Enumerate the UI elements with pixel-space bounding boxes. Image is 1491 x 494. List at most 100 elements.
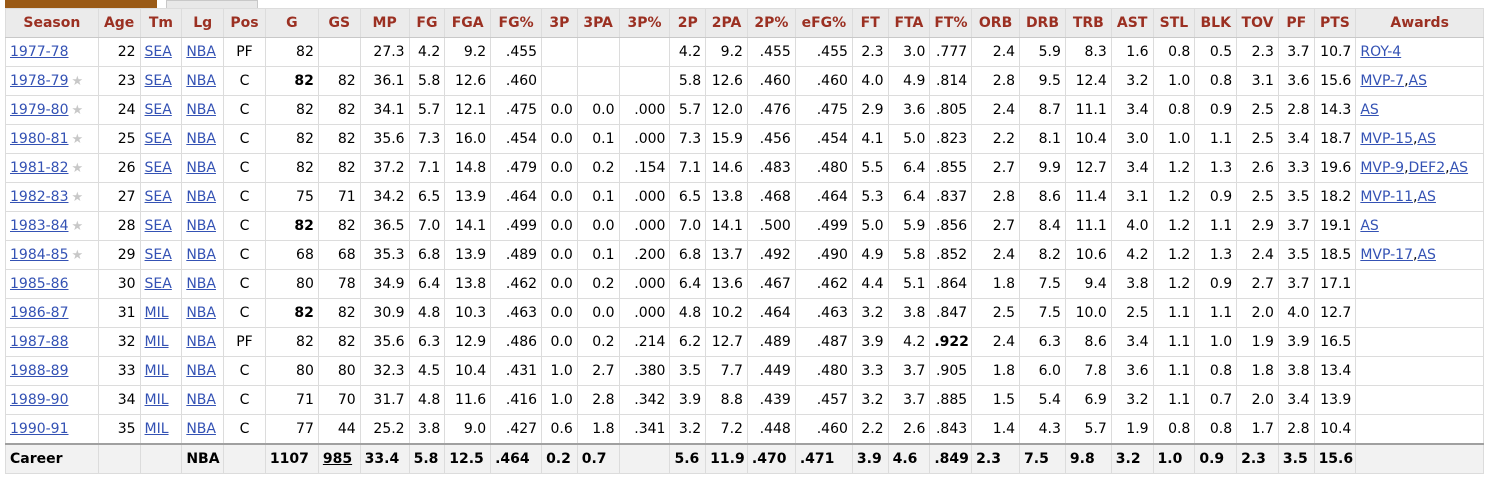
award-link[interactable]: AS — [1449, 160, 1469, 176]
career-games-started-link[interactable]: 985 — [322, 450, 353, 467]
col-header-tov[interactable]: TOV — [1236, 8, 1279, 38]
award-link[interactable]: AS — [1417, 247, 1436, 263]
league-link[interactable]: NBA — [186, 189, 216, 205]
col-header-trb[interactable]: TRB — [1064, 8, 1112, 38]
league-link[interactable]: NBA — [186, 131, 216, 147]
tab-inactive[interactable] — [166, 0, 258, 8]
award-link[interactable]: MVP-17 — [1360, 247, 1414, 263]
season-link[interactable]: 1988-89 — [10, 363, 69, 379]
col-header-ft[interactable]: FT — [851, 8, 889, 38]
col-header-ft-pct[interactable]: FT% — [929, 8, 973, 38]
season-link[interactable]: 1980-81 — [10, 131, 69, 147]
col-header-fg[interactable]: FG — [408, 8, 446, 38]
team-link[interactable]: SEA — [144, 131, 172, 147]
league-link[interactable]: NBA — [186, 73, 216, 89]
award-link[interactable]: AS — [1360, 218, 1379, 234]
col-header-orb[interactable]: ORB — [971, 8, 1021, 38]
award-link[interactable]: AS — [1417, 189, 1436, 205]
tab-active[interactable] — [5, 0, 157, 8]
season-link[interactable]: 1984-85 — [10, 247, 69, 263]
col-header-pts[interactable]: PTS — [1313, 8, 1357, 38]
league-link[interactable]: NBA — [186, 276, 216, 292]
team-link[interactable]: SEA — [144, 276, 172, 292]
col-header-2pa[interactable]: 2PA — [705, 8, 748, 38]
col-header-3pa[interactable]: 3PA — [576, 8, 620, 38]
league-link[interactable]: NBA — [186, 334, 216, 350]
col-header-fg-pct[interactable]: FG% — [490, 8, 543, 38]
col-header-awards[interactable]: Awards — [1355, 8, 1484, 38]
col-header-ast[interactable]: AST — [1110, 8, 1154, 38]
league-link[interactable]: NBA — [186, 44, 216, 60]
season-link[interactable]: 1977-78 — [10, 44, 69, 60]
season-link[interactable]: 1990-91 — [10, 420, 69, 437]
col-header-fta[interactable]: FTA — [887, 8, 931, 38]
award-link[interactable]: MVP-7 — [1360, 73, 1405, 89]
award-link[interactable]: AS — [1408, 73, 1428, 89]
team-link[interactable]: MIL — [144, 363, 169, 379]
col-header-stl[interactable]: STL — [1152, 8, 1196, 38]
cell-awards — [1355, 269, 1484, 299]
col-header-2p[interactable]: 2P — [669, 8, 707, 38]
league-link[interactable]: NBA — [186, 392, 216, 408]
col-header-blk[interactable]: BLK — [1194, 8, 1238, 38]
col-header-efg-pct[interactable]: eFG% — [794, 8, 853, 38]
team-link[interactable]: MIL — [144, 420, 169, 437]
cell-3p-pct: .200 — [618, 240, 671, 270]
award-link[interactable]: DEF2 — [1408, 160, 1446, 176]
col-header-position[interactable]: Pos — [223, 8, 266, 38]
season-link[interactable]: 1989-90 — [10, 392, 69, 408]
award-link[interactable]: ROY-4 — [1360, 44, 1402, 60]
award-link[interactable]: MVP-11 — [1360, 189, 1414, 205]
team-link[interactable]: MIL — [144, 305, 169, 321]
league-link[interactable]: NBA — [186, 160, 216, 176]
league-link[interactable]: NBA — [186, 218, 216, 234]
team-link[interactable]: SEA — [144, 218, 172, 234]
team-link[interactable]: MIL — [144, 334, 169, 350]
season-link[interactable]: 1982-83 — [10, 189, 69, 205]
cell-trb: 9.4 — [1064, 269, 1112, 299]
award-link[interactable]: MVP-9 — [1360, 160, 1405, 176]
career-games: 1107 — [264, 442, 319, 474]
col-header-drb[interactable]: DRB — [1019, 8, 1066, 38]
league-link[interactable]: NBA — [186, 420, 216, 437]
season-link[interactable]: 1978-79 — [10, 73, 69, 89]
season-link[interactable]: 1979-80 — [10, 102, 69, 118]
league-link[interactable]: NBA — [186, 247, 216, 263]
col-header-3p-pct[interactable]: 3P% — [618, 8, 671, 38]
award-link[interactable]: AS — [1360, 102, 1379, 118]
award-link[interactable]: AS — [1417, 131, 1436, 147]
league-link[interactable]: NBA — [186, 363, 216, 379]
team-link[interactable]: SEA — [144, 102, 172, 118]
col-header-games-started[interactable]: GS — [317, 8, 361, 38]
cell-orb: 1.5 — [971, 385, 1021, 415]
season-link[interactable]: 1987-88 — [10, 334, 69, 350]
team-link[interactable]: SEA — [144, 189, 172, 205]
team-link[interactable]: SEA — [144, 247, 172, 263]
cell-season: 1981-82 ★ — [5, 153, 99, 183]
season-link[interactable]: 1983-84 — [10, 218, 69, 234]
col-header-season[interactable]: Season — [5, 8, 99, 38]
col-header-games[interactable]: G — [264, 8, 319, 38]
award-link[interactable]: MVP-15 — [1360, 131, 1414, 147]
career-ast: 3.2 — [1110, 442, 1154, 474]
col-header-league[interactable]: Lg — [181, 8, 225, 38]
col-header-age[interactable]: Age — [97, 8, 141, 38]
col-header-3p[interactable]: 3P — [541, 8, 578, 38]
cell-season: 1988-89 — [5, 356, 99, 386]
league-link[interactable]: NBA — [186, 102, 216, 118]
col-header-pf[interactable]: PF — [1277, 8, 1315, 38]
team-link[interactable]: SEA — [144, 44, 172, 60]
team-link[interactable]: SEA — [144, 160, 172, 176]
cell-2p: 6.2 — [669, 327, 707, 357]
cell-awards — [1355, 356, 1484, 386]
season-link[interactable]: 1986-87 — [10, 305, 69, 321]
season-link[interactable]: 1985-86 — [10, 276, 69, 292]
league-link[interactable]: NBA — [186, 305, 216, 321]
season-link[interactable]: 1981-82 — [10, 160, 69, 176]
col-header-minutes[interactable]: MP — [359, 8, 410, 38]
col-header-fga[interactable]: FGA — [444, 8, 492, 38]
col-header-2p-pct[interactable]: 2P% — [746, 8, 796, 38]
team-link[interactable]: SEA — [144, 73, 172, 89]
col-header-team[interactable]: Tm — [139, 8, 183, 38]
team-link[interactable]: MIL — [144, 392, 169, 408]
